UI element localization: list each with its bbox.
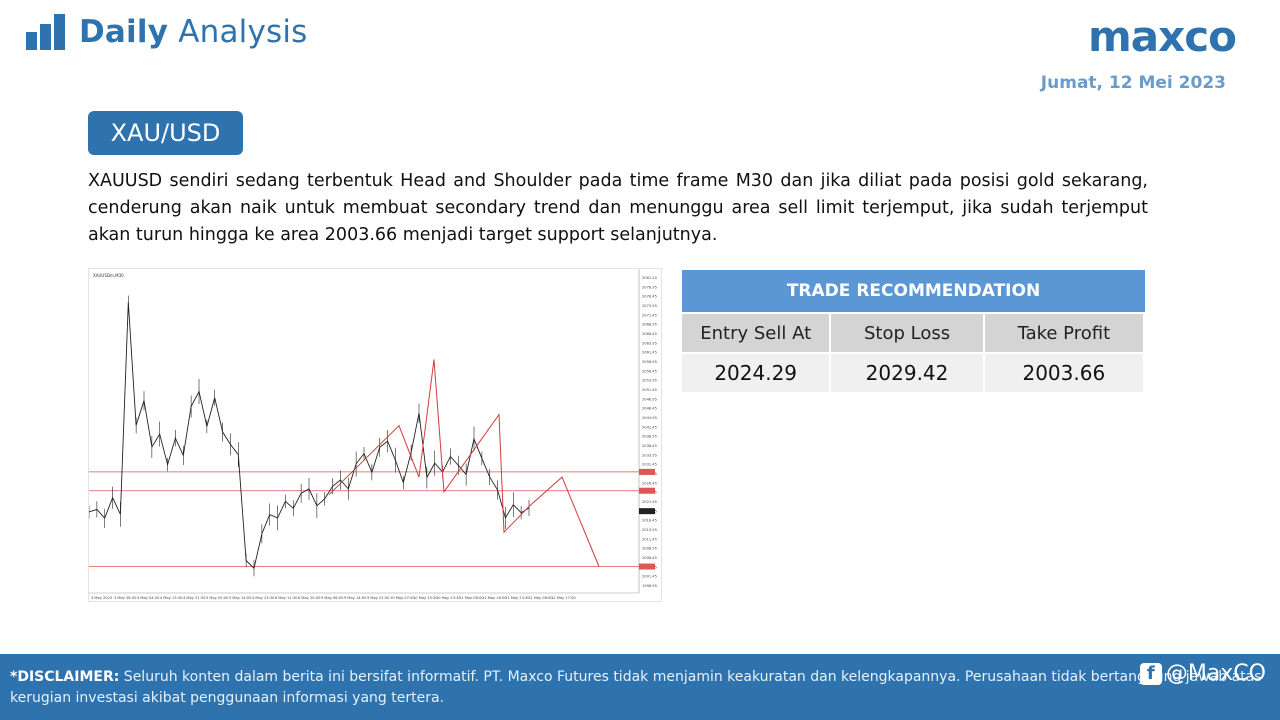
y-tick-label: 2058.95 xyxy=(642,360,657,364)
y-tick-label: 2001.45 xyxy=(642,575,657,579)
y-tick-label: 2066.45 xyxy=(642,332,657,336)
y-tick-label: 2021.45 xyxy=(642,500,657,504)
takeprofit-value: 2003.66 xyxy=(984,352,1145,392)
y-tick-label: 2048.95 xyxy=(642,397,657,401)
x-tick-label: 11 May 16:00 xyxy=(482,596,507,600)
bar-chart-icon xyxy=(26,14,65,50)
x-tick-label: 4 May 04:30 xyxy=(137,596,160,600)
pattern-line xyxy=(328,359,530,534)
y-tick-label: 2013.95 xyxy=(642,528,657,532)
y-tick-label: 2036.45 xyxy=(642,444,657,448)
y-tick-label: 2038.95 xyxy=(642,435,657,439)
symbol-badge: XAU/USD xyxy=(88,111,243,155)
chart-svg: XAUUSDm,M30 2081.20 2078.95 2076.45 2073.95 2… xyxy=(88,269,658,600)
x-tick-label: 8 May 20:30 xyxy=(298,596,321,600)
y-tick-label: 2031.45 xyxy=(642,463,657,467)
x-tick-label: 10 May 23:30 xyxy=(436,596,461,600)
y-tick-label: 2033.95 xyxy=(642,453,657,457)
x-tick-label: 5 May 23:30 xyxy=(252,596,275,600)
facebook-icon: f xyxy=(1139,662,1162,685)
y-tick-label: 2063.95 xyxy=(642,341,657,345)
page-title: Daily Analysis xyxy=(79,14,308,50)
x-tick-label: 10 May 07:00 xyxy=(390,596,415,600)
y-tick-label: 2068.95 xyxy=(642,323,657,327)
y-tick-label: 2078.95 xyxy=(642,285,657,289)
x-tick-label: 12 May 17:00 xyxy=(551,596,576,600)
report-date: Jumat, 12 Mei 2023 xyxy=(1040,73,1226,93)
resistance-level-tag xyxy=(639,468,655,475)
support-level-tag xyxy=(639,563,655,570)
y-tick-label: 2011.45 xyxy=(642,537,657,541)
stoploss-value: 2029.42 xyxy=(831,352,985,392)
price-chart: XAUUSDm,M30 2081.20 2078.95 2076.45 2073.95 2… xyxy=(88,268,662,602)
resistance-level-tag xyxy=(639,487,655,494)
y-tick-label: 2026.45 xyxy=(642,481,657,485)
x-tick-label: 11 May 08:00 xyxy=(459,596,484,600)
x-tick-label: 10 May 15:30 xyxy=(413,596,438,600)
analysis-paragraph: XAUUSD sendiri sedang terbentuk Head and… xyxy=(88,171,1148,245)
title-light: Analysis xyxy=(178,14,308,50)
x-tick-label: 8 May 11:30 xyxy=(275,596,298,600)
y-tick-label: 2006.45 xyxy=(642,556,657,560)
x-tick-label: 12 May 08:00 xyxy=(528,596,553,600)
app-header: Daily Analysis xyxy=(26,14,308,50)
x-tick-label: 3 May 2023 xyxy=(91,596,112,600)
brand-logo: maxco xyxy=(1088,12,1237,61)
y-tick-label: 2071.45 xyxy=(642,313,657,317)
chart-symbol-label: XAUUSDm,M30 xyxy=(93,273,124,278)
y-tick-label: 2051.45 xyxy=(642,388,657,392)
x-tick-label: 5 May 05:00 xyxy=(206,596,229,600)
table-title: TRADE RECOMMENDATION xyxy=(682,270,1145,312)
y-tick-label: 2073.95 xyxy=(642,304,657,308)
x-tick-label: 4 May 13:30 xyxy=(160,596,183,600)
title-bold: Daily xyxy=(79,14,169,50)
y-tick-label: 2043.95 xyxy=(642,416,657,420)
y-tick-label: 1998.95 xyxy=(642,584,657,588)
x-tick-label: 9 May 06:00 xyxy=(321,596,344,600)
x-tick-label: 4 May 21:30 xyxy=(183,596,206,600)
x-tick-label: 9 May 22:30 xyxy=(367,596,390,600)
x-tick-label: 9 May 14:00 xyxy=(344,596,367,600)
y-tick-label: 2041.45 xyxy=(642,425,657,429)
social-handle[interactable]: f @MaxCO xyxy=(1139,661,1266,686)
y-tick-label: 2053.95 xyxy=(642,379,657,383)
projection-line xyxy=(528,476,600,567)
y-tick-label: 2016.45 xyxy=(642,519,657,523)
social-handle-text: @MaxCO xyxy=(1165,661,1266,686)
y-tick-label: 2076.45 xyxy=(642,295,657,299)
trade-recommendation-table: TRADE RECOMMENDATION Entry Sell At Stop … xyxy=(682,270,1145,392)
current-price-tag xyxy=(639,508,655,515)
y-tick-label: 2046.45 xyxy=(642,407,657,411)
x-tick-label: 11 May 23:30 xyxy=(505,596,530,600)
disclaimer-bar: *DISCLAIMER: Seluruh konten dalam berita… xyxy=(0,654,1280,720)
x-tick-label: 5 May 14:00 xyxy=(229,596,252,600)
column-header-stoploss: Stop Loss xyxy=(831,312,985,352)
column-header-takeprofit: Take Profit xyxy=(984,312,1145,352)
price-series-line xyxy=(88,302,530,570)
y-tick-label: 2056.45 xyxy=(642,369,657,373)
y-tick-label: 2081.20 xyxy=(642,276,658,280)
y-tick-label: 2061.45 xyxy=(642,351,657,355)
x-tick-label: 3 May 18:30 xyxy=(114,596,137,600)
entry-value: 2024.29 xyxy=(682,352,832,392)
y-tick-label: 2008.95 xyxy=(642,547,657,551)
column-header-entry: Entry Sell At xyxy=(682,312,832,352)
